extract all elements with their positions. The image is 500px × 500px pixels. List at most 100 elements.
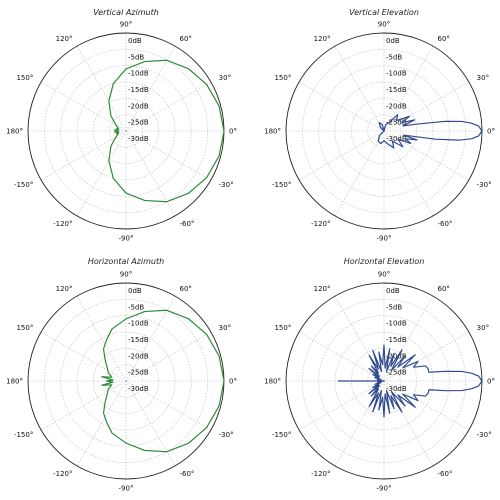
radial-tick-label: -25dB [386,369,407,377]
angle-tick-label: 150° [16,324,33,332]
grid-circle [93,98,159,164]
radial-tick-label: -25dB [128,119,149,127]
angle-tick-label: 150° [274,74,291,82]
radial-tick-labels: 0dB -5dB -10dB -15dB -20dB -25dB -30dB [128,37,149,143]
angle-tick-label: 150° [274,324,291,332]
radial-tick-label: -5dB [128,303,144,311]
grid-spoke [125,380,212,431]
angle-tick-label: 180° [264,378,281,386]
angle-tick-label: -90° [119,485,134,493]
chart-title: Vertical Elevation [349,8,419,17]
grid-spoke [383,45,434,132]
angle-tick-label: -90° [119,235,134,243]
angle-tick-label: -30° [477,181,492,189]
angle-tick-label: -120° [53,220,72,228]
grid-spoke [40,380,127,431]
grid-spoke [334,45,385,132]
grid-spoke [125,380,176,467]
grid-spoke [40,81,127,132]
radial-tick-label: -20dB [128,102,149,110]
grid-spoke [125,331,212,382]
grid-circle [93,348,159,414]
angle-tick-label: 180° [264,128,281,136]
angle-tick-label: 0° [229,378,237,386]
angle-tick-label: 0° [229,128,237,136]
radial-tick-label: -25dB [128,369,149,377]
angle-tick-label: -120° [311,220,330,228]
grid-spoke [76,380,127,467]
angle-tick-label: 120° [56,35,73,43]
angle-tick-label: 60° [438,35,450,43]
radial-tick-label: 0dB [386,37,400,45]
angle-tick-label: 30° [219,74,231,82]
angle-tick-label: 30° [477,324,489,332]
radial-tick-label: -20dB [386,352,407,360]
grid-circle [318,65,450,197]
angle-tick-label: -30° [219,181,234,189]
angle-tick-label: -30° [219,431,234,439]
radial-tick-label: -10dB [128,70,149,78]
angle-tick-label: -60° [180,220,195,228]
polar-grid [286,33,482,229]
radial-tick-labels: 0dB -5dB -10dB -15dB -20dB -25dB -30dB [386,37,407,143]
angle-tick-label: -150° [272,431,291,439]
radiation-pattern-line [101,309,225,453]
grid-spoke [298,81,385,132]
angle-tick-label: 150° [16,74,33,82]
radial-tick-label: 0dB [128,37,142,45]
grid-spoke [298,380,385,431]
polar-chart-vertical-azimuth: Vertical Azimuth 0° 30° 60° 90° 120° 150° 180°… [6,8,237,243]
radial-tick-label: -10dB [386,70,407,78]
angle-tick-label: -120° [53,470,72,478]
radial-tick-label: -25dB [386,119,407,127]
radial-tick-label: -5dB [128,53,144,61]
grid-spoke [383,380,470,431]
radiation-pattern-line [108,59,225,203]
grid-spoke [383,130,434,217]
angle-tick-label: 30° [477,74,489,82]
angle-tick-label: 120° [314,285,331,293]
grid-spoke [334,380,385,467]
radial-tick-label: -15dB [386,336,407,344]
grid-spoke [383,331,470,382]
grid-spoke [334,295,385,382]
chart-title: Horizontal Elevation [344,257,425,266]
polar-chart-horizontal-elevation: Horizontal Elevation 0° 30° 60° 90° 120° 150°… [264,257,495,493]
chart-title: Horizontal Azimuth [88,257,164,266]
radial-tick-label: -15dB [128,336,149,344]
radial-tick-label: -30dB [128,135,149,143]
radiation-pattern-line [377,114,483,149]
angle-tick-label: -90° [377,485,392,493]
radial-tick-label: -15dB [128,86,149,94]
angle-tick-label: -120° [311,470,330,478]
angle-tick-label: 180° [6,128,23,136]
angle-tick-label: -150° [14,431,33,439]
chart-title: Vertical Azimuth [93,8,159,17]
angle-tick-labels: 0° 30° 60° 90° 120° 150° 180° -150° -120° -90° -60… [6,21,237,243]
radial-tick-label: -30dB [386,385,407,393]
radial-tick-label: -5dB [386,303,402,311]
grid-spoke [40,331,127,382]
grid-spoke [298,130,385,181]
angle-tick-label: 60° [180,35,192,43]
angle-tick-label: 60° [180,285,192,293]
radial-tick-label: -15dB [386,86,407,94]
grid-spoke [383,295,434,382]
radial-tick-label: -5dB [386,53,402,61]
grid-spoke [76,45,127,132]
radial-tick-label: -20dB [386,102,407,110]
angle-tick-label: 0° [487,128,495,136]
radial-tick-label: -30dB [386,135,407,143]
grid-spoke [125,130,176,217]
radial-tick-labels: 0dB -5dB -10dB -15dB -20dB -25dB -30dB [128,287,149,393]
grid-spoke [125,130,212,181]
angle-tick-label: 180° [6,378,23,386]
angle-tick-label: -90° [377,235,392,243]
radial-tick-label: 0dB [128,287,142,295]
angle-tick-label: 120° [56,285,73,293]
radial-tick-label: -20dB [128,352,149,360]
polar-grid [28,33,224,229]
angle-tick-label: 90° [120,21,132,29]
angle-tick-label: -30° [477,431,492,439]
